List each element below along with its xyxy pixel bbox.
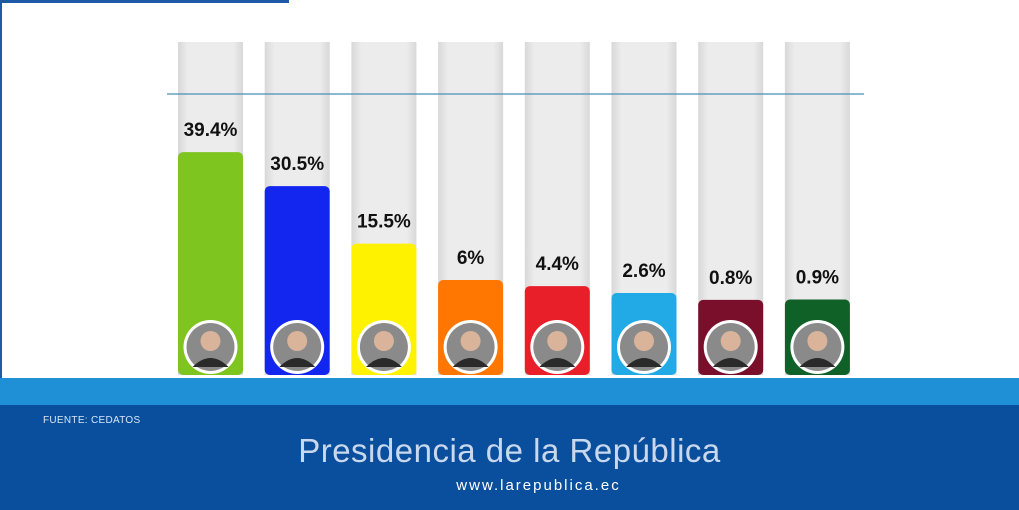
bar-group-6 — [698, 42, 764, 375]
candidate-face — [287, 331, 308, 351]
candidate-shoulders — [626, 358, 662, 367]
value-label: 4.4% — [536, 254, 579, 275]
candidate-face — [373, 331, 394, 351]
candidate-name-band — [0, 378, 1019, 405]
bar-group-0 — [178, 42, 243, 375]
value-label: 0.9% — [796, 268, 839, 289]
candidate-shoulders — [539, 358, 576, 367]
candidate-face — [460, 331, 481, 351]
candidate-shoulders — [192, 358, 229, 367]
candidate-shoulders — [799, 358, 836, 367]
bar-group-7 — [784, 42, 850, 375]
value-label: 2.6% — [622, 261, 665, 282]
bar-chart: 39.4%Moreno30.5%Lasso15.5%Viteri6%Moncay… — [167, 42, 864, 375]
candidate-face — [807, 331, 828, 351]
candidate-shoulders — [279, 358, 316, 367]
value-label: 6% — [457, 248, 485, 269]
bar-group-5 — [611, 42, 677, 375]
website-url[interactable]: www.larepublica.ec — [456, 477, 621, 494]
left-border-rule — [0, 0, 2, 380]
candidate-face — [200, 331, 221, 351]
bar-group-3 — [438, 42, 504, 375]
bar-group-1 — [264, 42, 330, 375]
value-label: 30.5% — [270, 154, 324, 175]
top-accent-bar — [0, 0, 289, 3]
candidate-face — [720, 331, 741, 351]
footer: FUENTE: CEDATOS Presidencia de la Repúbl… — [0, 405, 1019, 510]
bar-group-4 — [524, 42, 590, 375]
value-label: 0.8% — [709, 268, 752, 289]
bar — [178, 152, 243, 375]
bar-group-2 — [351, 42, 417, 375]
candidate-shoulders — [365, 358, 402, 367]
value-label: 39.4% — [184, 120, 238, 141]
value-label: 15.5% — [357, 212, 411, 233]
candidate-shoulders — [712, 358, 749, 367]
candidate-shoulders — [452, 358, 489, 367]
brand-title: Presidencia de la República — [298, 432, 721, 469]
candidate-face — [634, 331, 654, 351]
candidate-face — [547, 331, 568, 351]
source-note: FUENTE: CEDATOS — [43, 415, 141, 426]
